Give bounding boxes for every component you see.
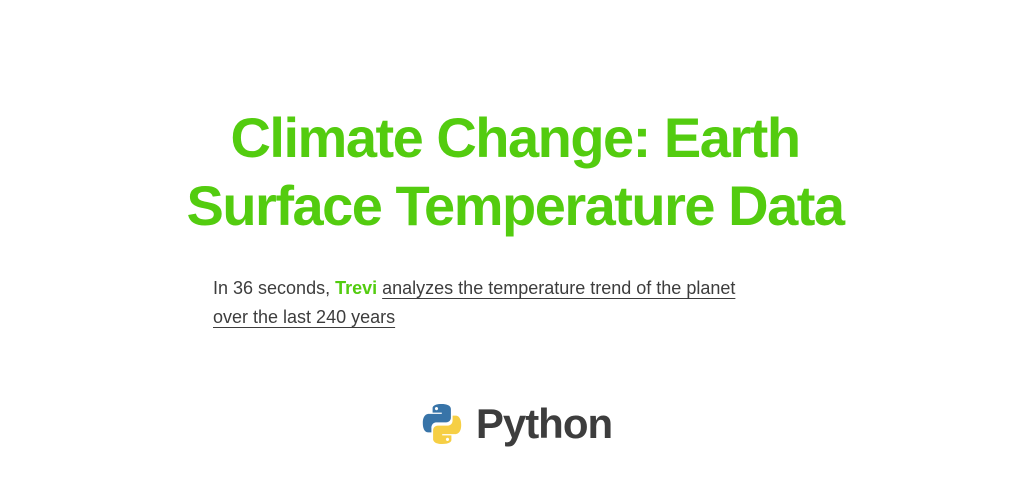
description-link-line-1: analyzes the temperature trend of the pl…: [382, 278, 736, 298]
python-logo-text: Python: [475, 400, 613, 447]
python-logo-icon: [422, 404, 462, 444]
page-title-line-2: Surface Temperature Data: [186, 174, 846, 237]
brand-name: Trevi: [335, 278, 378, 298]
description-link[interactable]: analyzes the temperature trend of the pl…: [213, 278, 735, 327]
page-title: Climate Change: Earth Surface Temperatur…: [0, 104, 1030, 240]
subtitle: In 36 seconds, Trevi analyzes the temper…: [213, 274, 823, 332]
python-logo: Python: [0, 400, 1030, 448]
description-link-line-2: over the last 240 years: [213, 307, 396, 327]
page-title-line-1: Climate Change: Earth: [230, 106, 801, 169]
subtitle-prefix: In 36 seconds,: [213, 278, 336, 298]
